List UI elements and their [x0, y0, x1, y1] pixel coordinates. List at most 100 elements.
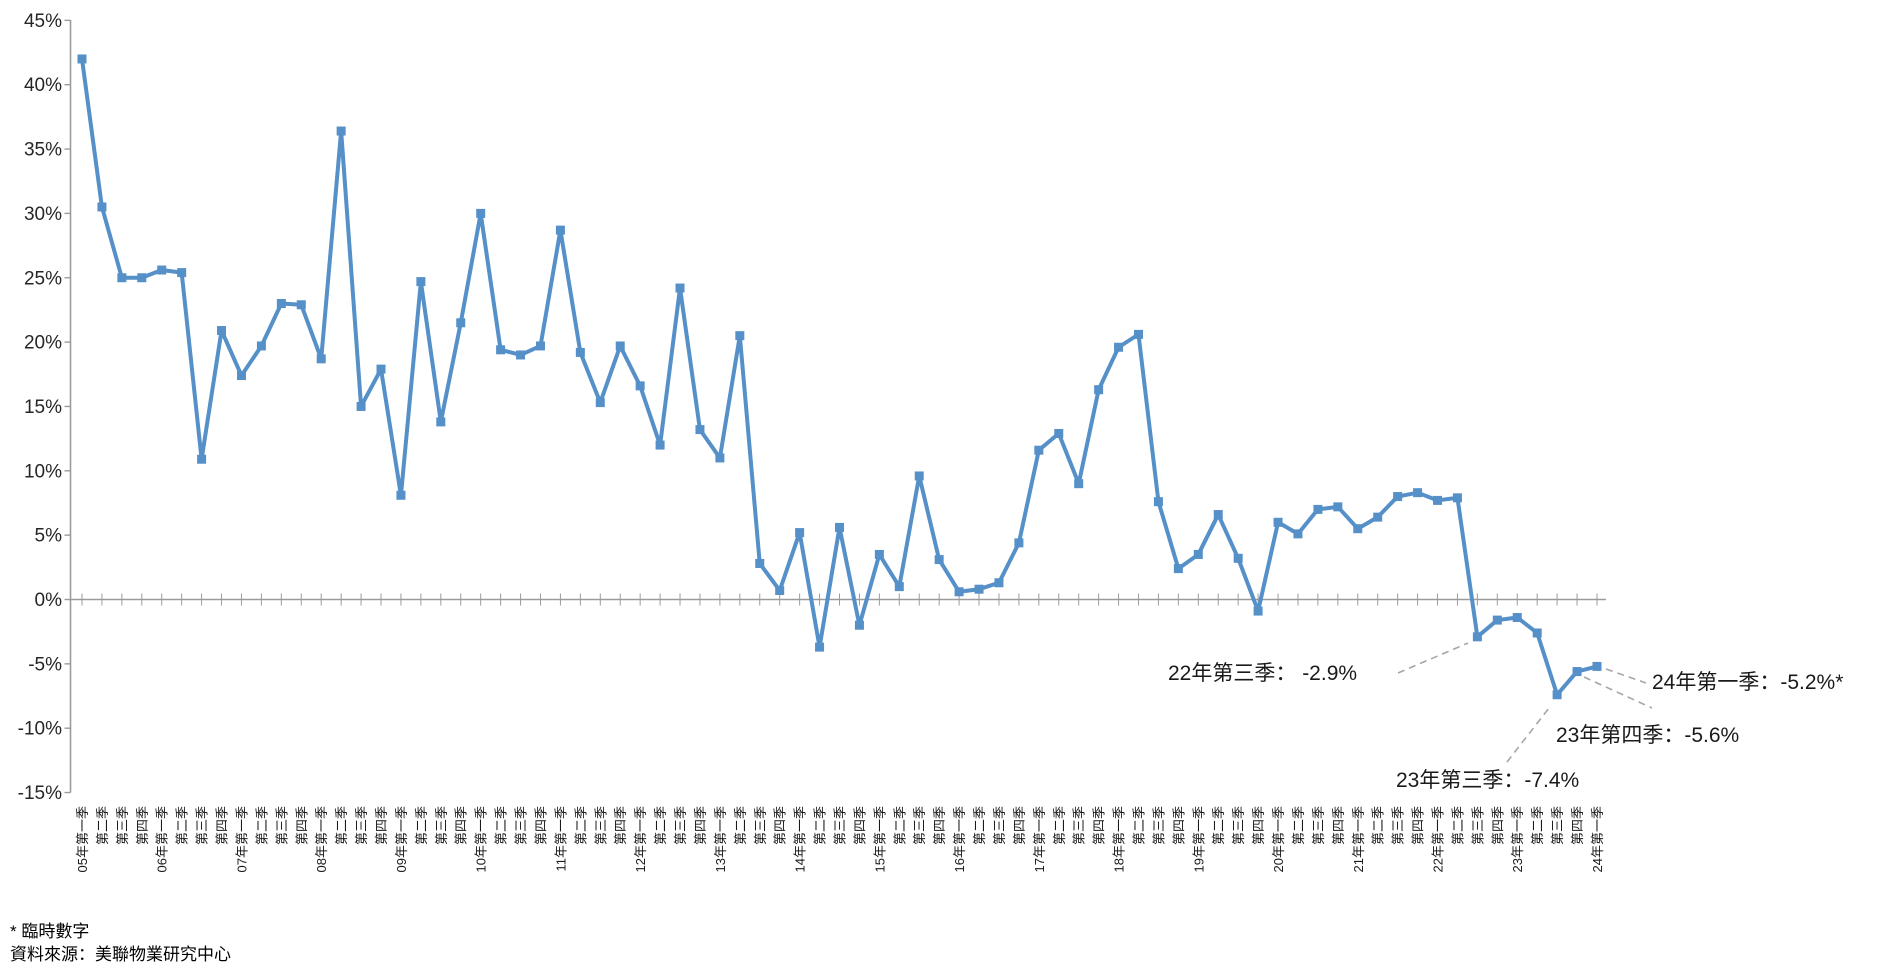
x-axis-category-label: 第三季: [1470, 806, 1485, 845]
y-axis-tick-label: 10%: [24, 461, 62, 482]
x-axis-category-label: 19年第一季: [1191, 806, 1206, 872]
data-point: [1313, 504, 1323, 514]
x-axis-category-label: 第二季: [813, 806, 828, 845]
x-axis-category-label: 第四季: [613, 806, 628, 845]
data-point: [1014, 538, 1024, 548]
x-axis-category-label: 18年第一季: [1112, 806, 1127, 872]
x-axis-category-label: 第三季: [593, 806, 608, 845]
data-point: [834, 522, 844, 532]
data-point: [994, 578, 1004, 588]
x-axis-category-label: 第二季: [1132, 806, 1147, 845]
x-axis-category-label: 第二季: [653, 806, 668, 845]
x-axis-category-label: 第四季: [1012, 806, 1027, 845]
data-point: [874, 549, 884, 559]
x-axis-category-label: 第二季: [1291, 806, 1306, 845]
x-axis-category-label: 第四季: [215, 806, 230, 845]
data-point: [1592, 661, 1602, 671]
x-axis-category-label: 第四季: [1171, 806, 1186, 845]
x-axis-category-label: 第四季: [374, 806, 389, 845]
x-axis-category-label: 第四季: [1092, 806, 1107, 845]
x-axis-category-label: 17年第一季: [1032, 806, 1047, 872]
x-axis-category-label: 05年第一季: [75, 806, 90, 872]
data-point: [1452, 493, 1462, 503]
y-axis-tick-label: -10%: [18, 719, 62, 740]
x-axis-category-label: 16年第一季: [952, 806, 967, 872]
data-point: [296, 300, 306, 310]
data-point: [1173, 564, 1183, 574]
data-point: [436, 417, 446, 427]
x-axis-category-label: 第四季: [294, 806, 309, 845]
data-point: [854, 620, 864, 630]
x-axis-category-label: 13年第一季: [713, 806, 728, 872]
x-axis-category-label: 15年第一季: [872, 806, 887, 872]
annotation-label-1: 23年第三季：-7.4%: [1396, 769, 1579, 792]
data-point: [256, 341, 266, 351]
data-point: [376, 364, 386, 374]
x-axis-category-label: 第二季: [1371, 806, 1386, 845]
data-point: [1153, 497, 1163, 507]
x-axis-category-label: 第四季: [533, 806, 548, 845]
data-point: [77, 54, 87, 64]
data-point: [416, 277, 426, 287]
x-axis-category-label: 第三季: [115, 806, 130, 845]
data-point: [1532, 628, 1542, 638]
x-axis-category-label: 第二季: [1450, 806, 1465, 845]
x-axis-category-label: 第三季: [514, 806, 529, 845]
x-axis-category-label: 第四季: [932, 806, 947, 845]
annotation-label-0: 22年第三季： -2.9%: [1168, 662, 1357, 685]
data-point: [217, 326, 227, 336]
data-point: [755, 558, 765, 568]
data-point: [396, 490, 406, 500]
data-point: [1114, 342, 1124, 352]
x-axis-category-label: 第三季: [1391, 806, 1406, 845]
data-point: [1472, 632, 1482, 642]
data-point: [1413, 488, 1423, 498]
x-axis-category-label: 第四季: [1490, 806, 1505, 845]
x-axis-category-label: 第三季: [1072, 806, 1087, 845]
data-point: [1213, 510, 1223, 520]
data-point-markers: [77, 54, 1602, 700]
data-point: [1074, 479, 1084, 489]
y-axis: 45% 40% 35% 30% 25% 20% 15% 10% 5% 0% -5% -10% -15%: [18, 11, 72, 804]
x-axis-category-label: 10年第一季: [474, 806, 489, 872]
x-axis-category-label: 第二季: [733, 806, 748, 845]
data-point: [595, 398, 605, 408]
x-axis-category-label: 第二季: [494, 806, 509, 845]
data-point: [934, 555, 944, 565]
data-point: [496, 345, 506, 355]
data-point: [1433, 495, 1443, 505]
data-point: [1492, 615, 1502, 625]
data-point: [516, 350, 526, 360]
x-axis-category-label: 第二季: [254, 806, 269, 845]
x-axis-category-label: 06年第一季: [155, 806, 170, 872]
x-axis-category-label: 第二季: [892, 806, 907, 845]
data-point: [117, 273, 127, 283]
x-axis-category-label: 第三季: [274, 806, 289, 845]
x-axis-category-label: 第三季: [354, 806, 369, 845]
x-axis-category-label: 第二季: [1052, 806, 1067, 845]
x-axis-category-label: 09年第一季: [394, 806, 409, 872]
x-axis-category-label: 14年第一季: [793, 806, 808, 872]
data-point: [476, 208, 486, 218]
data-point: [1273, 517, 1283, 527]
data-point: [575, 347, 585, 357]
data-point: [894, 582, 904, 592]
data-point: [815, 642, 825, 652]
y-axis-tick-label: 0%: [35, 590, 63, 611]
data-point: [675, 283, 685, 293]
data-point: [1054, 428, 1064, 438]
x-axis-category-label: 第四季: [693, 806, 708, 845]
annotation-label-2: 23年第四季：-5.6%: [1556, 724, 1739, 747]
data-point: [137, 273, 147, 283]
x-axis-category-label: 08年第一季: [314, 806, 329, 872]
data-point: [775, 585, 785, 595]
x-axis-category-label: 第三季: [195, 806, 210, 845]
annotation-leader-0: [1397, 642, 1469, 674]
annotation-leader-1: [1506, 707, 1550, 763]
data-point: [695, 425, 705, 435]
data-point: [97, 202, 107, 212]
data-point: [316, 354, 326, 364]
data-point: [1193, 549, 1203, 559]
data-point: [236, 371, 246, 381]
